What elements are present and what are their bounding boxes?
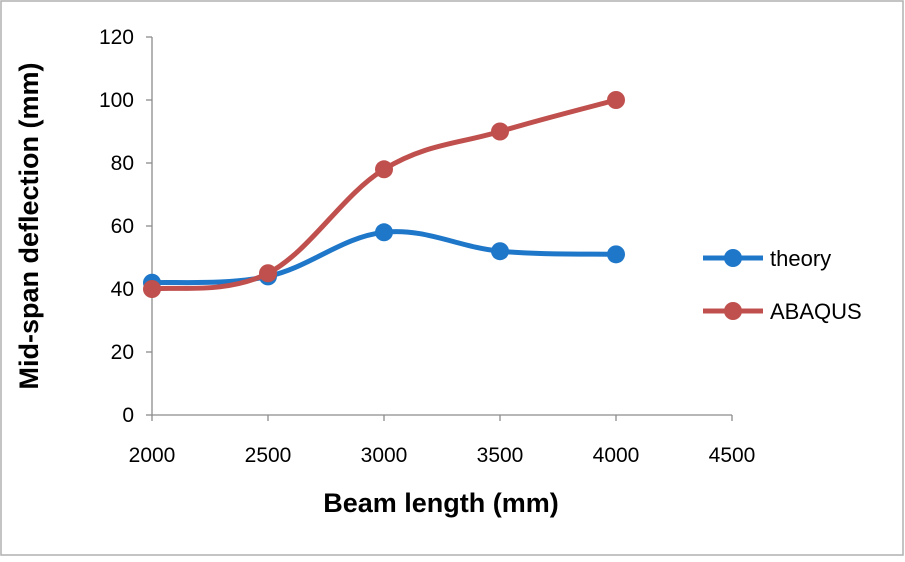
axes: 0 20 40 60 80 100 120 2000 2500 3000 3500 4000 4500	[99, 26, 755, 467]
legend-marker	[724, 302, 742, 320]
x-axis-title: Beam length (mm)	[323, 488, 559, 518]
x-tick-label: 3000	[361, 444, 408, 467]
data-point	[491, 122, 509, 141]
y-tick-label: 0	[122, 404, 134, 427]
y-tick-label: 40	[111, 278, 134, 301]
data-point	[375, 223, 393, 242]
x-tick-label: 3500	[477, 444, 524, 467]
legend-label: theory	[770, 246, 831, 271]
x-tick-label: 4000	[593, 444, 640, 467]
y-tick-label: 60	[111, 215, 134, 238]
x-tick-label: 4500	[709, 444, 756, 467]
legend-label: ABAQUS	[770, 299, 862, 324]
data-point	[491, 242, 509, 261]
y-tick-label: 120	[99, 26, 134, 49]
data-point	[259, 264, 277, 283]
data-point	[375, 160, 393, 179]
y-axis-title: Mid-span deflection (mm)	[14, 62, 44, 389]
y-tick-label: 80	[111, 152, 134, 175]
legend-marker	[724, 249, 742, 267]
data-point	[607, 245, 625, 264]
data-point	[143, 280, 161, 298]
x-tick-label: 2000	[129, 444, 176, 467]
legend-item-theory: theory	[703, 246, 831, 271]
y-tick-label: 20	[111, 341, 134, 364]
series-abaqus	[143, 91, 625, 298]
legend: theory ABAQUS	[703, 246, 862, 324]
x-tick-label: 2500	[245, 444, 292, 467]
series-layer	[143, 91, 625, 298]
legend-item-abaqus: ABAQUS	[703, 299, 862, 324]
y-tick-label: 100	[99, 89, 134, 112]
data-point	[607, 91, 625, 109]
